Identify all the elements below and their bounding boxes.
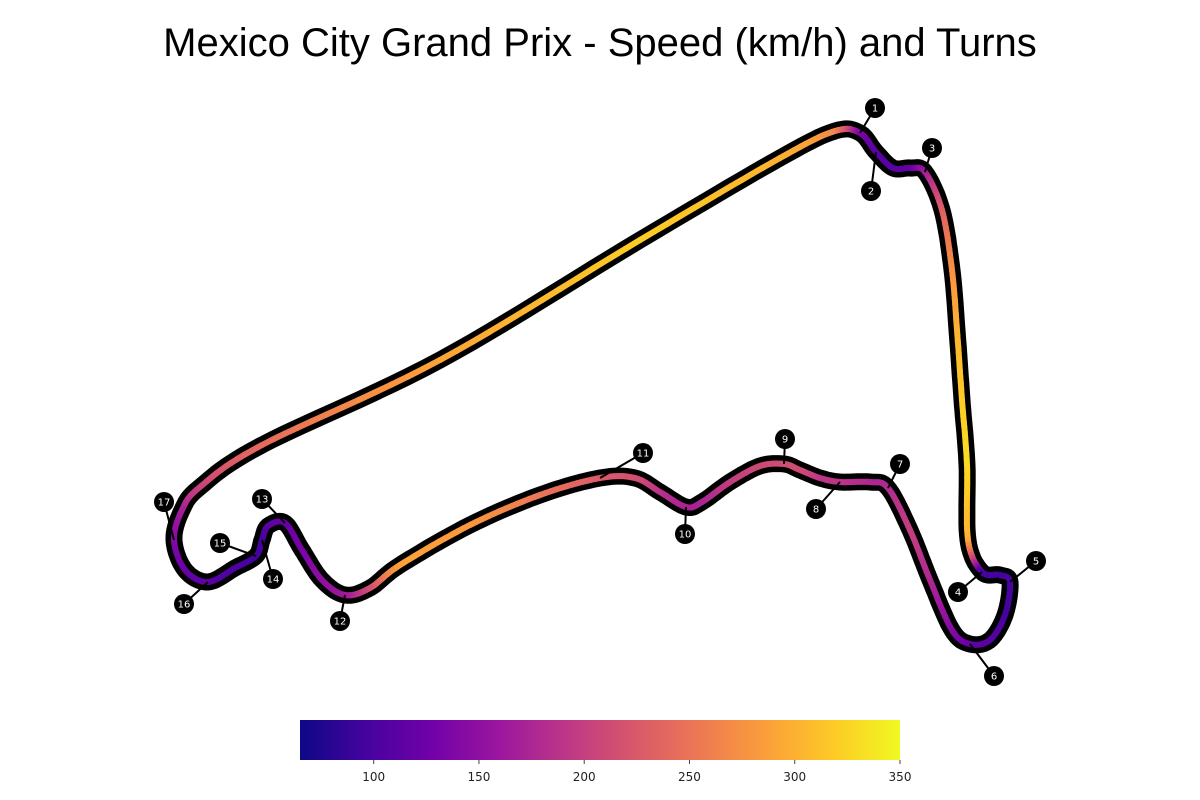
turn-label: 12 <box>334 617 347 628</box>
speed-segment <box>437 348 460 363</box>
speed-segment <box>556 275 580 293</box>
track-outline-path <box>165 120 1019 654</box>
speed-segment <box>539 286 563 303</box>
speed-segment <box>453 338 476 355</box>
turn-badge <box>806 499 826 519</box>
speed-segment <box>768 155 783 166</box>
turn-label: 7 <box>897 460 903 471</box>
turn-marker-9: 9 <box>775 429 795 465</box>
turn-badge <box>252 489 272 509</box>
turn-label: 17 <box>158 498 171 509</box>
turn-badge <box>263 569 283 589</box>
colorbar-tick-label: 300 <box>783 770 806 784</box>
colorbar-ticks: 100 150 200 250 300 350 <box>362 760 911 784</box>
speed-segment <box>521 296 546 314</box>
speed-segment <box>504 307 528 325</box>
speed-segment <box>606 245 629 262</box>
turn-marker-3: 3 <box>922 138 942 173</box>
turn-label: 14 <box>267 575 280 586</box>
turn-badge <box>861 181 881 201</box>
turn-badge <box>984 666 1004 686</box>
turn-marker-12: 12 <box>330 594 350 631</box>
turn-label: 3 <box>929 144 935 155</box>
turn-label: 11 <box>637 449 650 460</box>
colorbar: 100 150 200 250 300 350 <box>300 720 911 784</box>
speed-segment <box>371 381 395 396</box>
chart-title: Mexico City Grand Prix - Speed (km/h) an… <box>163 21 1037 65</box>
turn-badge <box>775 429 795 449</box>
turn-marker-14: 14 <box>261 539 283 589</box>
turn-badge <box>210 533 230 553</box>
turn-marker-8: 8 <box>806 481 841 519</box>
turn-marker-10: 10 <box>675 506 695 544</box>
turn-marker-1: 1 <box>859 98 885 134</box>
turn-marker-15: 15 <box>210 533 257 557</box>
turn-badge <box>330 611 350 631</box>
speed-segment <box>388 373 411 388</box>
track-speed-line <box>171 125 1014 648</box>
turn-marker-16: 16 <box>174 581 209 614</box>
turn-label: 4 <box>955 588 961 599</box>
turn-label: 2 <box>868 187 874 198</box>
turn-label: 15 <box>214 539 227 550</box>
turn-marker-13: 13 <box>252 489 286 524</box>
turn-badge <box>865 98 885 118</box>
turn-badge <box>890 454 910 474</box>
colorbar-tick-label: 350 <box>889 770 912 784</box>
colorbar-gradient <box>300 720 900 760</box>
colorbar-tick-label: 150 <box>467 770 490 784</box>
turn-marker-5: 5 <box>1009 551 1046 583</box>
turn-label: 6 <box>991 672 997 683</box>
turn-label: 8 <box>813 505 819 516</box>
turn-label: 1 <box>872 104 878 115</box>
colorbar-tick-label: 100 <box>362 770 385 784</box>
turn-badge <box>174 594 194 614</box>
turn-badge <box>1026 551 1046 571</box>
speed-segment <box>590 255 613 272</box>
turn-marker-7: 7 <box>887 454 910 489</box>
turn-badge <box>154 492 174 512</box>
colorbar-tick-label: 200 <box>573 770 596 784</box>
turn-badge <box>675 524 695 544</box>
turn-badge <box>948 582 968 602</box>
turn-label: 5 <box>1033 557 1039 568</box>
turn-label: 16 <box>178 600 191 611</box>
turn-marker-11: 11 <box>599 443 653 479</box>
turn-marker-4: 4 <box>948 571 983 602</box>
speed-segment <box>404 365 427 380</box>
turn-label: 13 <box>256 495 269 506</box>
track-outline <box>165 120 1019 654</box>
speed-segment <box>469 328 493 345</box>
speed-segment <box>574 265 597 282</box>
colorbar-tick-label: 250 <box>678 770 701 784</box>
turn-label: 9 <box>782 435 788 446</box>
speed-segment <box>486 318 511 335</box>
speed-segment <box>421 357 443 372</box>
turn-badge <box>922 138 942 158</box>
turn-marker-2: 2 <box>861 151 881 201</box>
turn-badge <box>633 443 653 463</box>
turn-label: 10 <box>679 530 692 541</box>
turn-marker-17: 17 <box>154 492 175 541</box>
turn-marker-6: 6 <box>969 643 1004 686</box>
